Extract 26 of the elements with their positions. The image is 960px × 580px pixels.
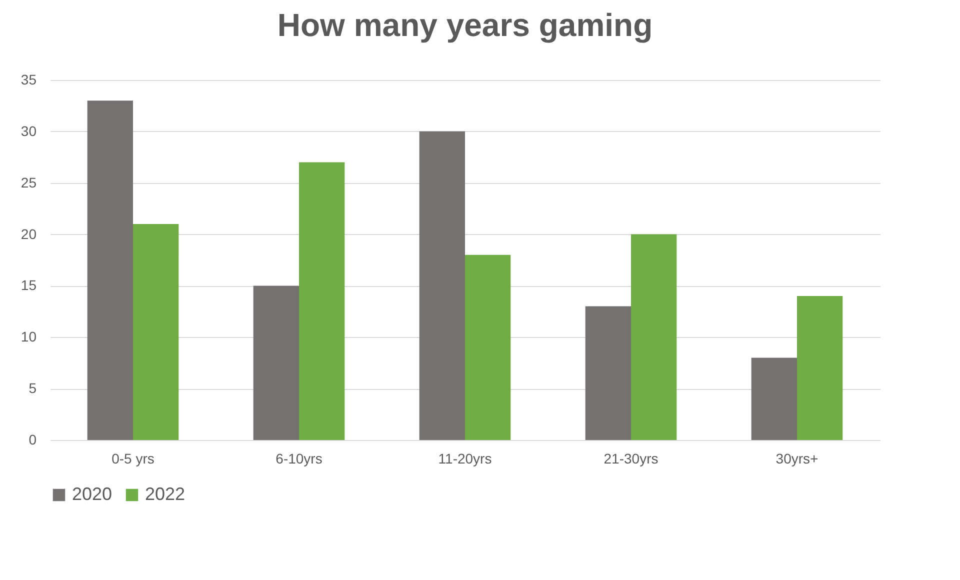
legend-label: 2022 [145, 484, 186, 504]
chart-title: How many years gaming [277, 7, 653, 43]
y-tick-label: 20 [20, 226, 37, 242]
bar [419, 131, 465, 440]
y-tick-label: 10 [20, 328, 37, 345]
y-tick-label: 30 [20, 122, 37, 139]
bar [751, 358, 797, 440]
x-tick-label: 0-5 yrs [112, 450, 154, 466]
x-tick-label: 11-20yrs [438, 450, 492, 466]
legend-label: 2020 [72, 484, 112, 504]
bar [133, 224, 179, 440]
bar [797, 296, 843, 440]
bar [253, 286, 299, 440]
bar [465, 254, 511, 440]
x-tick-label: 21-30yrs [604, 450, 658, 466]
y-tick-label: 0 [28, 432, 37, 448]
x-tick-label: 30yrs+ [776, 450, 818, 466]
y-tick-label: 5 [28, 380, 37, 396]
bar [299, 162, 345, 440]
y-tick-label: 35 [20, 72, 37, 88]
x-tick-label: 6-10yrs [276, 450, 322, 466]
y-tick-label: 15 [20, 277, 37, 294]
bar [585, 306, 631, 440]
bar [87, 100, 133, 440]
bar [631, 234, 677, 440]
y-tick-label: 25 [20, 174, 37, 190]
